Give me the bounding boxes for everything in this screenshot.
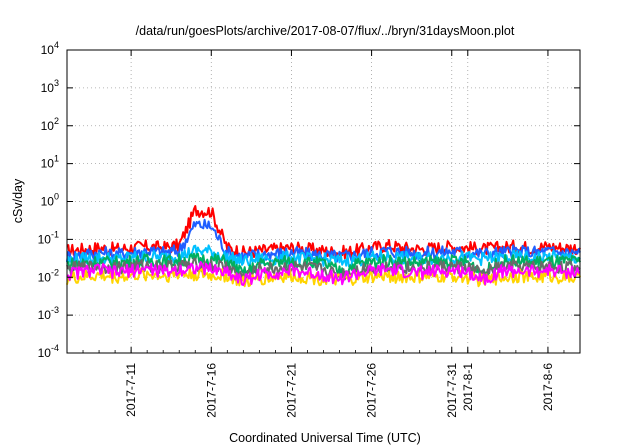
- y-tick-label: 103: [41, 78, 59, 95]
- grid: [67, 50, 580, 353]
- x-tick-label: 2017-7-21: [284, 363, 298, 418]
- x-tick-label: 2017-7-16: [204, 363, 218, 418]
- x-tick-label: 2017-7-31: [445, 363, 459, 418]
- series-line-3: [66, 244, 581, 268]
- series-line-7: [66, 261, 581, 286]
- y-tick-label: 101: [41, 154, 59, 171]
- x-tick-label: 2017-8-1: [461, 363, 475, 411]
- x-axis: 2017-7-11 2017-7-16 2017-7-21 2017-7-26 2017…: [66, 50, 581, 418]
- chart-title: /data/run/goesPlots/archive/2017-08-07/f…: [136, 24, 515, 38]
- x-tick-label: 2017-7-11: [124, 363, 138, 417]
- y-tick-label: 104: [41, 40, 59, 57]
- series-line-1: [66, 205, 581, 260]
- y-tick-label: 102: [41, 116, 59, 133]
- y-tick-label: 10-3: [38, 305, 59, 322]
- y-tick-label: 10-2: [38, 267, 59, 284]
- y-tick-label: 10-4: [38, 343, 59, 360]
- y-axis: 10-4 10-3 10-2 10-1 100 101 102 103 104: [38, 40, 580, 360]
- x-tick-label: 2017-8-6: [541, 363, 555, 411]
- x-axis-label: Coordinated Universal Time (UTC): [229, 431, 421, 445]
- y-tick-label: 10-1: [38, 229, 59, 246]
- series-layer: [66, 205, 581, 288]
- y-tick-label: 100: [41, 192, 59, 209]
- x-tick-label: 2017-7-26: [365, 363, 379, 418]
- y-axis-label: cSv/day: [11, 178, 25, 223]
